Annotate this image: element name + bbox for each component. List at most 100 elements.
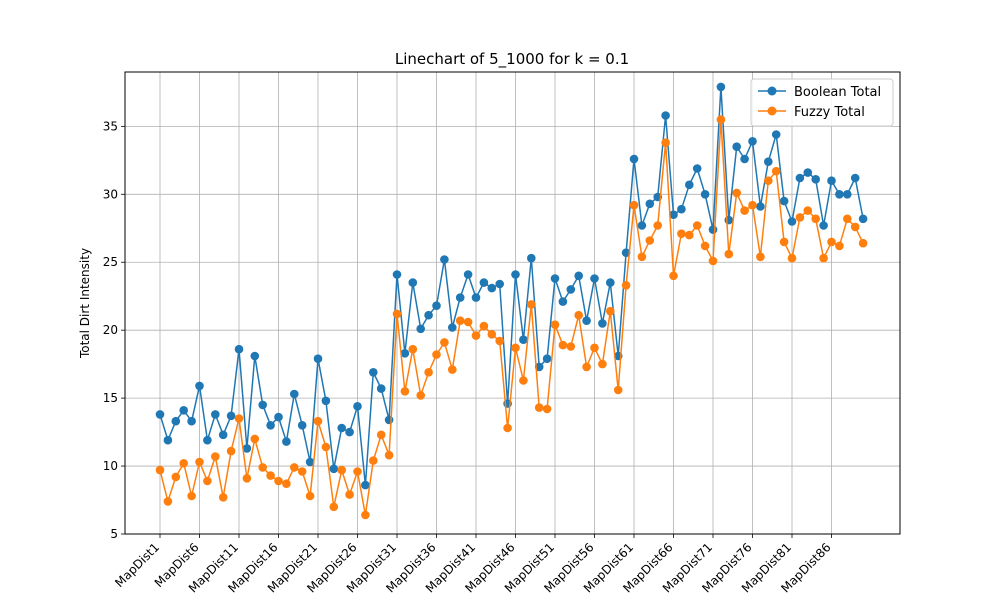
data-point: [329, 502, 339, 512]
data-point: [527, 300, 536, 309]
data-point: [392, 309, 402, 319]
data-point: [582, 316, 591, 326]
data-point: [566, 285, 576, 294]
data-point: [519, 376, 528, 385]
data-point: [843, 214, 852, 224]
data-point: [479, 278, 489, 287]
data-point: [653, 221, 662, 230]
data-point: [637, 252, 647, 262]
data-point: [827, 176, 836, 185]
data-point: [195, 457, 204, 467]
data-point: [732, 188, 741, 198]
data-point: [748, 137, 757, 146]
data-point: [835, 241, 844, 251]
y-tick-label: 15: [103, 391, 118, 405]
data-point: [242, 474, 252, 483]
data-point: [574, 310, 583, 320]
plot-frame: [124, 71, 901, 535]
data-point: [566, 342, 576, 351]
data-point: [708, 256, 718, 266]
data-point: [353, 467, 362, 476]
data-point: [234, 344, 244, 354]
data-point: [163, 497, 173, 506]
data-point: [376, 430, 386, 440]
data-point: [337, 465, 347, 475]
legend-label-fuzzy: Fuzzy Total: [794, 105, 865, 120]
data-point: [685, 230, 694, 240]
data-point: [455, 293, 465, 302]
data-point: [771, 166, 781, 176]
data-point: [179, 459, 188, 468]
data-point: [740, 154, 749, 164]
y-tick-label: 30: [103, 187, 118, 201]
data-point: [779, 196, 789, 206]
data-point: [195, 381, 204, 391]
data-point: [637, 221, 647, 230]
data-point: [716, 115, 726, 124]
data-point: [313, 416, 323, 426]
data-point: [329, 464, 339, 474]
data-point: [606, 306, 615, 316]
legend-label-boolean: Boolean Total: [794, 85, 881, 100]
data-point: [337, 423, 347, 433]
data-point: [369, 456, 378, 465]
data-point: [724, 215, 734, 225]
x-axis-ticks: MapDist1MapDist6MapDist11MapDist16MapDis…: [112, 534, 834, 595]
data-point: [621, 281, 631, 290]
data-point: [843, 190, 852, 199]
series-fuzzy-total: [155, 115, 868, 520]
data-point: [455, 316, 465, 326]
data-point: [400, 387, 410, 396]
data-point: [495, 279, 505, 289]
data-point: [353, 402, 362, 411]
data-point: [297, 467, 307, 476]
data-point: [155, 465, 165, 475]
data-point: [629, 200, 639, 210]
data-point: [171, 472, 181, 482]
data-point: [416, 391, 426, 400]
data-point: [669, 210, 678, 219]
data-point: [321, 442, 331, 452]
data-point: [250, 351, 260, 361]
data-point: [850, 173, 860, 183]
y-tick-label: 35: [103, 119, 118, 133]
data-point: [819, 253, 828, 263]
data-point: [677, 229, 686, 238]
data-point: [384, 415, 394, 425]
data-point: [361, 510, 370, 520]
data-point: [305, 491, 315, 501]
data-point: [803, 206, 813, 215]
data-point: [203, 476, 212, 486]
data-point: [345, 490, 354, 499]
data-point: [226, 446, 236, 456]
data-point: [550, 320, 560, 330]
data-point: [250, 434, 260, 444]
data-point: [424, 368, 433, 377]
data-point: [827, 237, 836, 247]
data-point: [661, 138, 670, 147]
chart-title: Linechart of 5_1000 for k = 0.1: [395, 50, 629, 69]
data-point: [645, 199, 655, 209]
data-point: [661, 111, 670, 120]
data-point: [527, 253, 536, 263]
data-point: [756, 252, 765, 262]
data-point: [858, 214, 868, 224]
data-point: [258, 400, 268, 410]
data-point: [598, 319, 607, 328]
y-tick-label: 20: [103, 323, 118, 337]
data-point: [187, 416, 196, 426]
data-point: [266, 421, 275, 430]
data-point: [803, 168, 813, 177]
data-point: [258, 463, 268, 472]
data-point: [321, 396, 331, 406]
data-point: [542, 404, 552, 414]
data-point: [424, 310, 433, 320]
data-point: [787, 217, 797, 226]
data-point: [297, 421, 307, 430]
data-point: [582, 362, 591, 372]
data-point: [811, 214, 820, 224]
data-point: [487, 330, 497, 339]
data-point: [621, 248, 631, 257]
data-point: [274, 476, 283, 486]
